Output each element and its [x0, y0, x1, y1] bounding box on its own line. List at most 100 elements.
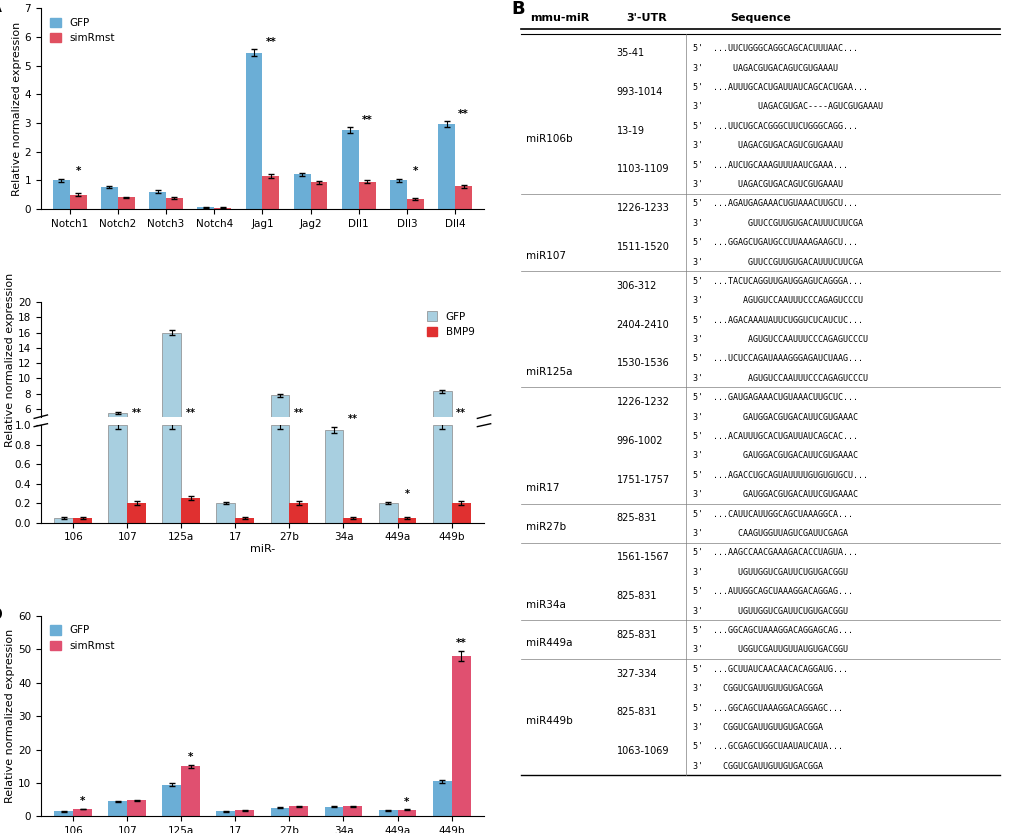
Text: **: ** — [455, 408, 466, 418]
Text: 13-19: 13-19 — [616, 126, 644, 136]
Bar — [53, 180, 69, 209]
Text: **: ** — [362, 115, 372, 125]
Bar — [293, 174, 311, 209]
Text: 3'      UAGACGUGACAGUCGUGAAAU: 3' UAGACGUGACAGUCGUGAAAU — [693, 63, 838, 72]
Text: 5'  ...GAUGAGAAACUGUAAACUUGCUC...: 5' ...GAUGAGAAACUGUAAACUUGCUC... — [693, 393, 857, 402]
Bar — [451, 453, 470, 455]
Bar — [432, 781, 451, 816]
Text: 1751-1757: 1751-1757 — [616, 475, 669, 485]
Text: **: ** — [458, 109, 469, 119]
Text: **: ** — [131, 408, 142, 418]
Bar — [54, 518, 73, 522]
Bar — [198, 207, 214, 209]
Text: 3'        GAUGGACGUGACAUUCGUGAAAC: 3' GAUGGACGUGACAUUCGUGAAAC — [693, 412, 857, 421]
Text: 3'         AGUGUCCAAUUUCCCAGAGUCCCU: 3' AGUGUCCAAUUUCCCAGAGUCCCU — [693, 335, 867, 344]
Text: 3'           UAGACGUGAC----AGUCGUGAAAU: 3' UAGACGUGAC----AGUCGUGAAAU — [693, 102, 882, 112]
Legend: GFP, simRmst: GFP, simRmst — [46, 13, 118, 47]
Bar — [454, 187, 472, 209]
Text: 1561-1567: 1561-1567 — [616, 552, 668, 562]
Text: 5'  ...GGCAGCUAAAGGACAGGAGC...: 5' ...GGCAGCUAAAGGACAGGAGC... — [693, 704, 843, 712]
Text: miR27b: miR27b — [525, 522, 566, 532]
Text: 3'        GAUGGACGUGACAUUCGUGAAAC: 3' GAUGGACGUGACAUUCGUGAAAC — [693, 451, 857, 461]
Text: 5'  ...GGCAGCUAAAGGACAGGAGCAG...: 5' ...GGCAGCUAAAGGACAGGAGCAG... — [693, 626, 853, 635]
Bar — [235, 518, 254, 522]
Text: 3'         AGUGUCCAAUUUCCCAGAGUCCCU: 3' AGUGUCCAAUUUCCCAGAGUCCCU — [693, 374, 867, 383]
Text: 5'  ...TACUCAGGUUGAUGGAGUCAGGGA...: 5' ...TACUCAGGUUGAUGGAGUCAGGGA... — [693, 277, 862, 286]
Bar — [181, 452, 200, 455]
Bar — [343, 806, 362, 816]
Text: **: ** — [455, 638, 466, 648]
Bar — [54, 811, 73, 816]
Text: B: B — [511, 0, 525, 18]
Y-axis label: Relative normalized expression: Relative normalized expression — [5, 272, 15, 446]
Text: A: A — [0, 0, 1, 17]
Bar — [69, 195, 87, 209]
Text: 3'         GUUCCGUUGUGACAUUUCUUCGA: 3' GUUCCGUUGUGACAUUUCUUCGA — [693, 219, 862, 227]
Text: miR107: miR107 — [525, 251, 566, 261]
Text: 5'  ...CAUUCAUUGGCAGCUAAAGGCA...: 5' ...CAUUCAUUGGCAGCUAAAGGCA... — [693, 510, 853, 519]
Bar — [270, 425, 289, 522]
Text: 3'       CAAGUGGUUAGUCGAUUCGAGA: 3' CAAGUGGUUAGUCGAUUCGAGA — [693, 529, 848, 538]
Bar — [378, 811, 397, 816]
Text: 5'  ...AGACCUGCAGUAUUUUGUGUGUGCU...: 5' ...AGACCUGCAGUAUUUUGUGUGUGCU... — [693, 471, 867, 480]
Text: 1226-1232: 1226-1232 — [616, 397, 669, 407]
Text: miR449a: miR449a — [525, 638, 572, 648]
Text: 3'    CGGUCGAUUGUUGUGACGGA: 3' CGGUCGAUUGUUGUGACGGA — [693, 761, 822, 771]
Bar — [216, 453, 235, 455]
Bar — [432, 392, 451, 455]
Text: 5'  ...AAGCCAACGAAAGACACCUAGUA...: 5' ...AAGCCAACGAAAGACACCUAGUA... — [693, 548, 857, 557]
Bar — [73, 518, 92, 522]
Text: miR34a: miR34a — [525, 600, 565, 610]
Text: miR17: miR17 — [525, 483, 558, 493]
Bar — [289, 503, 308, 522]
Text: 3'    CGGUCGAUUGUUGUGACGGA: 3' CGGUCGAUUGUUGUGACGGA — [693, 684, 822, 693]
Text: 5'  ...UUCUGCACGGGCUUCUGGGCAGG...: 5' ...UUCUGCACGGGCUUCUGGGCAGG... — [693, 122, 857, 131]
Bar — [432, 425, 451, 522]
Bar — [311, 182, 327, 209]
Bar — [324, 447, 343, 455]
Text: *: * — [404, 796, 410, 806]
Bar — [162, 425, 181, 522]
Text: 5'  ...ACAUUUGCACUGAUUAUCAGCAC...: 5' ...ACAUUUGCACUGAUUAUCAGCAC... — [693, 432, 857, 441]
Text: 825-831: 825-831 — [616, 707, 656, 717]
Text: **: ** — [265, 37, 276, 47]
Text: 5'  ...AUCUGCAAAGUUUAAUCGAAA...: 5' ...AUCUGCAAAGUUUAAUCGAAA... — [693, 161, 848, 170]
Text: D: D — [0, 606, 3, 624]
Bar — [378, 453, 397, 455]
Text: **: ** — [185, 408, 196, 418]
Text: *: * — [187, 752, 194, 762]
Bar — [438, 124, 454, 209]
Text: 3'    CGGUCGAUUGUUGUGACGGA: 3' CGGUCGAUUGUUGUGACGGA — [693, 723, 822, 732]
Text: 5'  ...AGACAAAUAUUCUGGUCUCAUCUC...: 5' ...AGACAAAUAUUCUGGUCUCAUCUC... — [693, 316, 862, 325]
Text: miR125a: miR125a — [525, 367, 572, 377]
Bar — [324, 430, 343, 522]
Text: 1511-1520: 1511-1520 — [616, 242, 668, 252]
Text: 5'  ...UCUCCAGAUAAAGGGAGAUCUAAG...: 5' ...UCUCCAGAUAAAGGGAGAUCUAAG... — [693, 355, 862, 363]
Text: 1103-1109: 1103-1109 — [616, 164, 668, 174]
Text: mmu-miR: mmu-miR — [530, 12, 589, 22]
Text: **: ** — [293, 408, 304, 418]
Bar — [149, 192, 166, 209]
Text: *: * — [79, 796, 86, 806]
Bar — [378, 503, 397, 522]
Bar — [181, 498, 200, 522]
Bar — [270, 808, 289, 816]
Y-axis label: Relative normalized expression: Relative normalized expression — [5, 629, 15, 803]
Bar — [166, 198, 182, 209]
Text: 327-334: 327-334 — [616, 669, 656, 679]
Bar — [162, 332, 181, 455]
Text: 5'  ...GGAGCUGAUGCCUUAAAGAAGCU...: 5' ...GGAGCUGAUGCCUUAAAGAAGCU... — [693, 238, 857, 247]
Text: Sequence: Sequence — [730, 12, 790, 22]
Text: *: * — [75, 167, 81, 177]
Bar — [389, 180, 407, 209]
Bar — [270, 396, 289, 455]
Text: 825-831: 825-831 — [616, 630, 656, 640]
Bar — [162, 785, 181, 816]
Bar — [216, 811, 235, 816]
X-axis label: miR-: miR- — [250, 544, 275, 554]
Bar — [127, 453, 146, 455]
Text: 35-41: 35-41 — [616, 48, 644, 58]
Bar — [451, 503, 470, 522]
Text: 3'         GUUCCGUUGUGACAUUUCUUCGA: 3' GUUCCGUUGUGACAUUUCUUCGA — [693, 257, 862, 267]
Text: 5'  ...UUCUGGGCAGGCAGCACUUUAAC...: 5' ...UUCUGGGCAGGCAGCACUUUAAC... — [693, 44, 857, 53]
